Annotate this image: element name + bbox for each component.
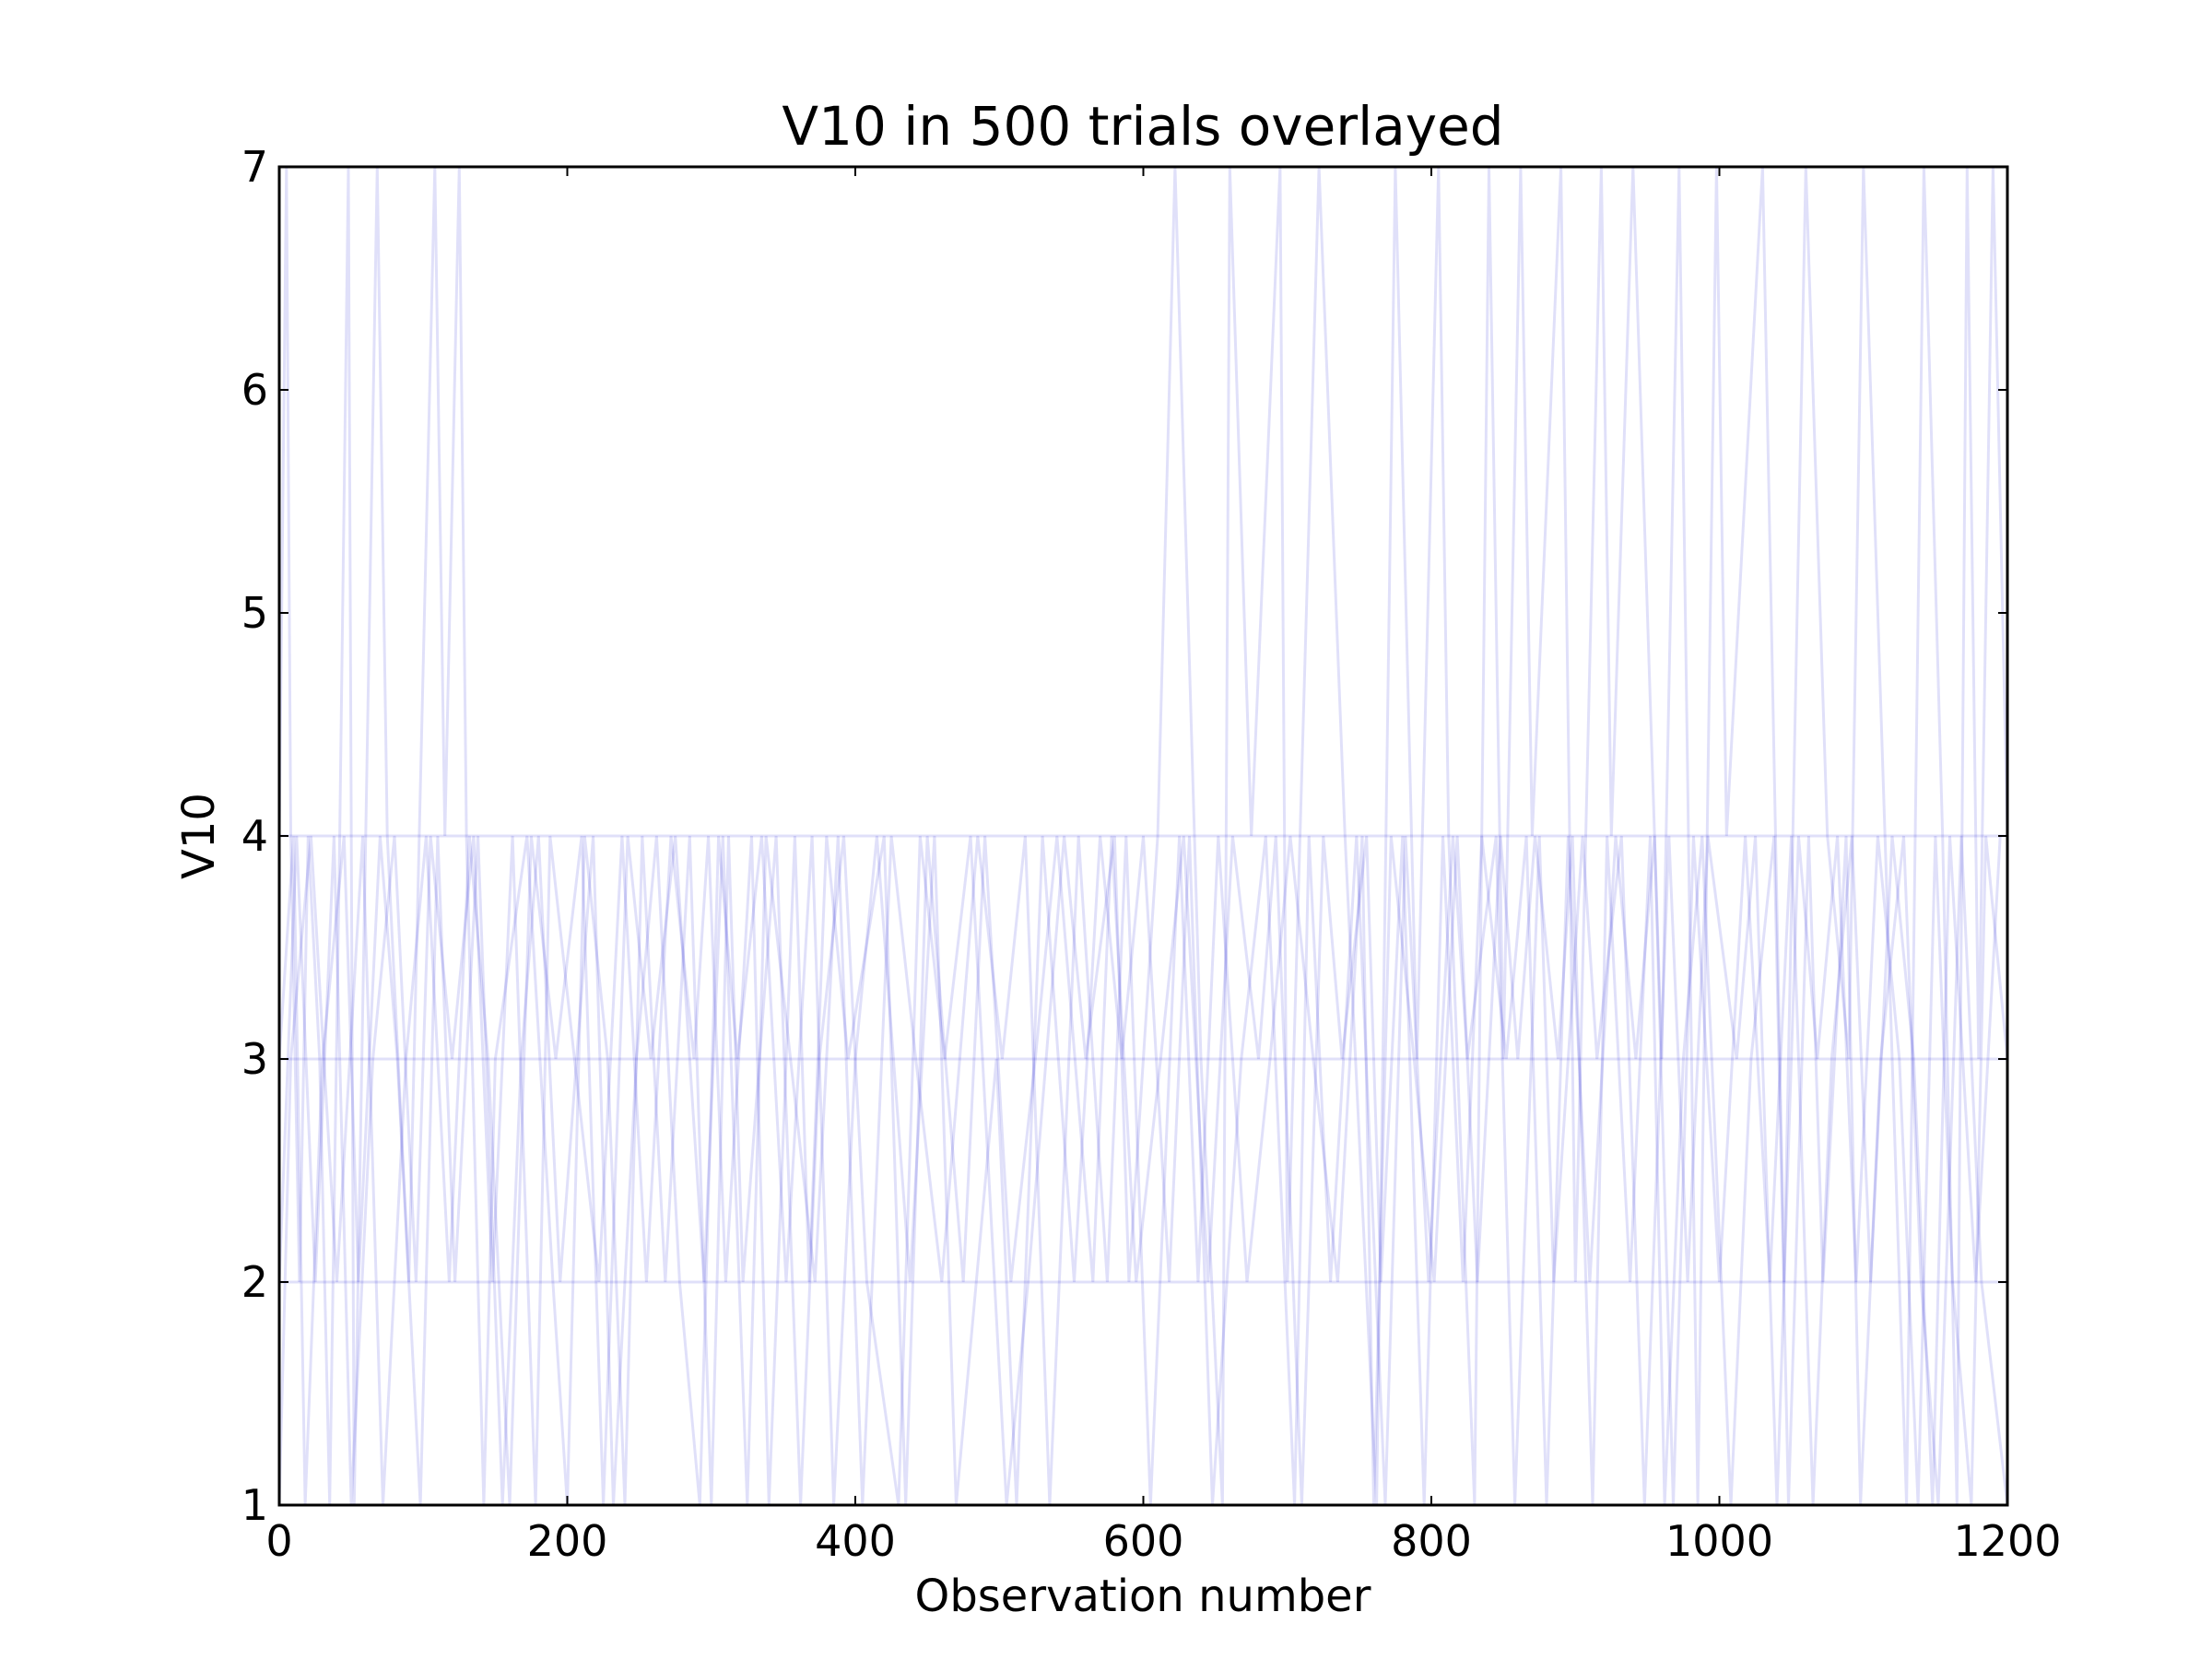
series-line-3 (277, 835, 2002, 1506)
x-axis-label: Observation number (915, 1571, 1371, 1622)
x-axis: 0 200 400 600 800 1000 1200 (265, 167, 2062, 1566)
y-tick-label-7: 7 (241, 142, 268, 192)
y-tick-label-4: 4 (241, 811, 268, 861)
x-tick-label-1000: 1000 (1665, 1516, 1773, 1566)
x-tick-label-600: 600 (1103, 1516, 1184, 1566)
y-tick-label-2: 2 (241, 1257, 268, 1307)
series-line-1 (277, 166, 2009, 1506)
x-tick-label-0: 0 (265, 1516, 292, 1566)
y-tick-label-1: 1 (241, 1480, 268, 1530)
y-axis: 1 2 3 4 5 6 7 (241, 142, 2007, 1530)
plot-background (279, 167, 2007, 1505)
x-tick-label-200: 200 (527, 1516, 608, 1566)
y-axis-label: V10 (173, 793, 225, 879)
plot-area (277, 165, 2009, 1507)
y-tick-label-3: 3 (241, 1034, 268, 1084)
chart-title: V10 in 500 trials overlayed (782, 95, 1503, 158)
x-tick-label-800: 800 (1391, 1516, 1472, 1566)
x-tick-label-1200: 1200 (1953, 1516, 2061, 1566)
series-line-2 (277, 835, 2009, 1506)
x-tick-label-400: 400 (815, 1516, 896, 1566)
y-tick-label-6: 6 (241, 365, 268, 415)
y-tick-label-5: 5 (241, 588, 268, 638)
series-line-4 (277, 835, 2009, 1506)
